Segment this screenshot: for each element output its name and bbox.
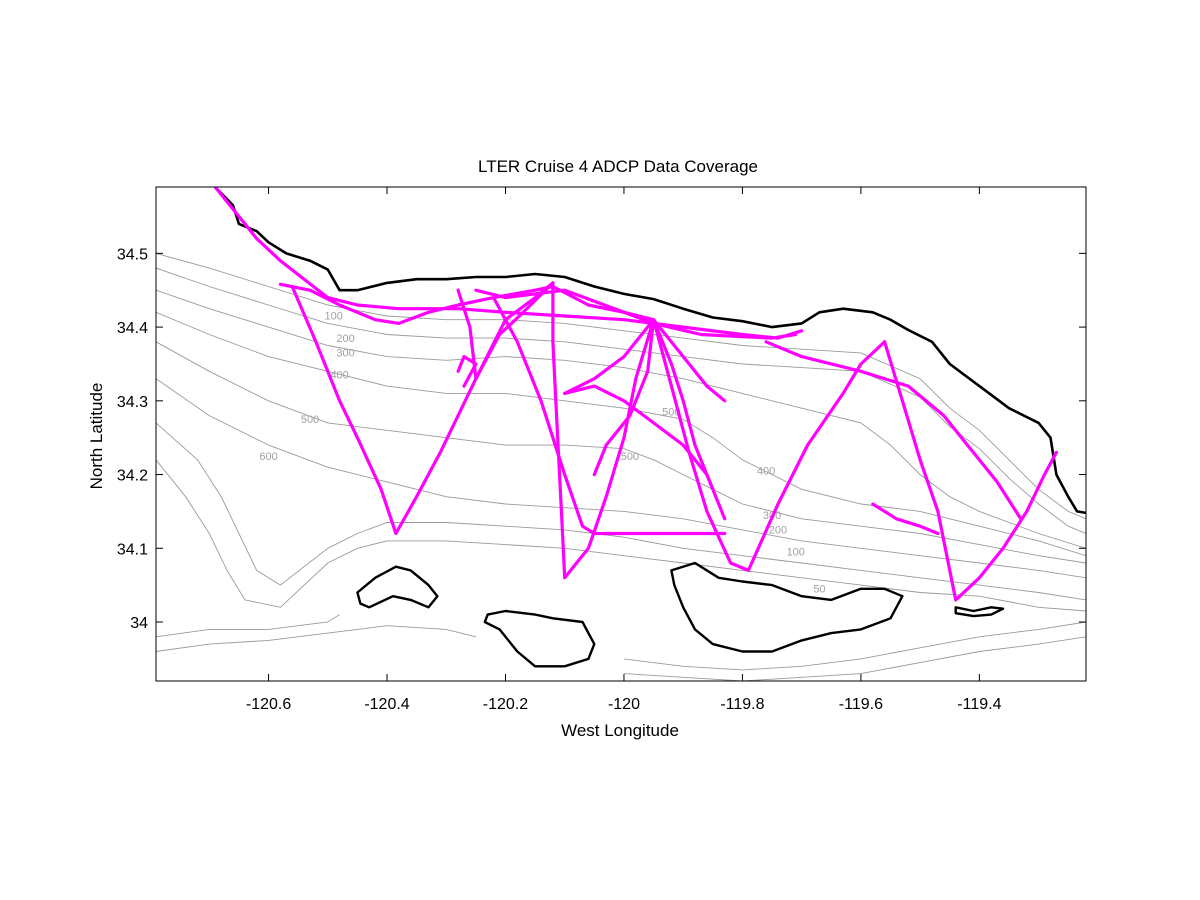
y-axis-ticks: 34 34.1 34.2 34.3 34.4 34.5 — [117, 246, 1086, 632]
contour-label: 400 — [757, 466, 775, 478]
adcp-track — [456, 355, 478, 388]
adcp-track — [492, 296, 727, 536]
y-tick-label: 34.4 — [117, 320, 148, 337]
contour-label: 500 — [621, 451, 639, 463]
contour-label: 600 — [259, 451, 277, 463]
coastline-layer — [214, 187, 1086, 668]
bathymetry-contour — [623, 636, 1086, 681]
x-tick-label: -119.4 — [957, 696, 1001, 713]
contour-label: 300 — [336, 348, 354, 360]
x-tick-label: -120.4 — [364, 696, 409, 713]
adcp-track — [278, 282, 798, 340]
bathymetry-contour — [156, 422, 1086, 601]
adcp-track — [764, 340, 1023, 521]
adcp-track — [456, 281, 555, 381]
bathymetry-contour — [156, 625, 477, 652]
contour-label: 200 — [769, 525, 787, 537]
bathymetry-contour — [156, 341, 1086, 564]
y-tick-label: 34.1 — [117, 541, 148, 558]
ship-tracks — [213, 187, 1059, 602]
x-tick-label: -120.2 — [483, 696, 528, 713]
bathymetry-contour — [156, 459, 1086, 612]
contour-label: 100 — [325, 311, 343, 323]
adcp-track — [213, 187, 804, 340]
bathymetry-contour — [156, 378, 1086, 579]
chart-title: LTER Cruise 4 ADCP Data Coverage — [478, 157, 758, 176]
mainland-coastline — [214, 187, 1086, 515]
x-axis-ticks: -120.6 -120.4 -120.2 -120 -119.8 -119.6 -119.4 — [246, 187, 1002, 713]
contour-label: 50 — [813, 584, 825, 596]
contour-label: 200 — [336, 333, 354, 345]
contour-label: 400 — [330, 370, 348, 382]
y-tick-label: 34 — [130, 615, 148, 632]
island-outline — [670, 561, 904, 653]
x-axis-label: West Longitude — [561, 721, 679, 740]
adcp-track — [474, 288, 727, 403]
adcp-track — [592, 318, 656, 477]
bathymetry-contour — [156, 289, 1086, 549]
x-tick-label: -120.6 — [246, 696, 291, 713]
bathymetry-contour — [156, 614, 340, 638]
plot-background — [156, 187, 1086, 681]
y-tick-label: 34.5 — [117, 246, 148, 263]
x-tick-label: -120 — [608, 696, 640, 713]
island-outline — [356, 565, 439, 609]
bathymetry-contours — [156, 252, 1086, 681]
contour-label: 100 — [787, 547, 805, 559]
bathymetry-contour — [623, 621, 1086, 671]
adcp-track — [871, 502, 940, 536]
bathymetry-contour — [156, 252, 1086, 520]
y-tick-label: 34.2 — [117, 468, 148, 485]
island-outline — [954, 606, 1005, 618]
adcp-track — [882, 340, 1059, 602]
contour-label: 500 — [662, 407, 680, 419]
bathymetry-contour — [156, 267, 1086, 534]
y-tick-label: 34.3 — [117, 394, 148, 411]
x-tick-label: -119.6 — [839, 696, 883, 713]
contour-label: 500 — [301, 414, 319, 426]
adcp-track — [651, 318, 887, 573]
island-outline — [483, 609, 596, 668]
plot-frame — [155, 186, 1087, 682]
x-tick-label: -119.8 — [720, 696, 764, 713]
y-axis-label: North Latitude — [87, 383, 106, 490]
